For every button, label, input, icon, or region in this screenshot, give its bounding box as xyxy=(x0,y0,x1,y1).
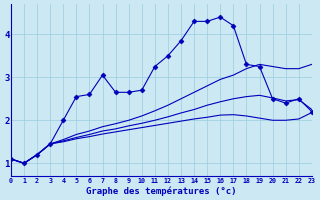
X-axis label: Graphe des températures (°c): Graphe des températures (°c) xyxy=(86,186,236,196)
